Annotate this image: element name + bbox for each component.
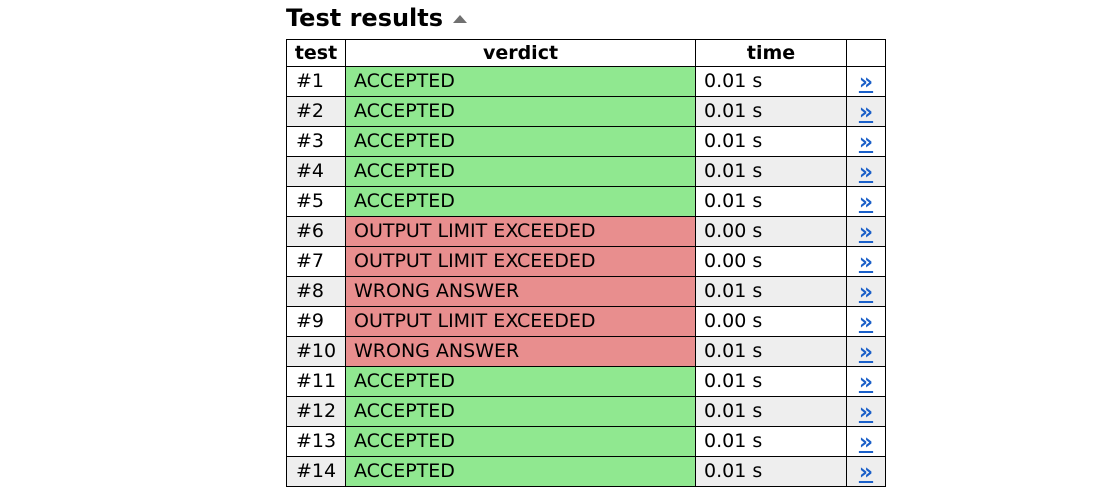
table-row: #11 ACCEPTED 0.01 s » <box>286 366 886 397</box>
table-row: #4 ACCEPTED 0.01 s » <box>286 156 886 187</box>
time-cell: 0.01 s <box>695 336 847 367</box>
details-link-cell: » <box>846 426 886 457</box>
double-chevron-right-icon[interactable]: » <box>858 370 874 395</box>
time-cell: 0.00 s <box>695 246 847 277</box>
test-number-cell: #9 <box>286 306 346 337</box>
time-cell: 0.01 s <box>695 426 847 457</box>
details-link-cell: » <box>846 456 886 487</box>
time-cell: 0.01 s <box>695 366 847 397</box>
double-chevron-right-icon[interactable]: » <box>858 340 874 365</box>
test-number-cell: #10 <box>286 336 346 367</box>
double-chevron-right-icon[interactable]: » <box>858 310 874 335</box>
results-table: test verdict time #1 ACCEPTED 0.01 s» #2 ACC… <box>286 39 886 487</box>
table-row: #8 WRONG ANSWER 0.01 s » <box>286 276 886 307</box>
double-chevron-right-icon[interactable]: » <box>858 130 874 155</box>
time-cell: 0.01 s <box>695 126 847 157</box>
verdict-cell: ACCEPTED <box>345 126 696 157</box>
table-row: #14 ACCEPTED 0.01 s » <box>286 456 886 487</box>
details-link-cell: » <box>846 336 886 367</box>
time-cell: 0.01 s <box>695 276 847 307</box>
table-row: #1 ACCEPTED 0.01 s » <box>286 66 886 97</box>
test-number-cell: #2 <box>286 96 346 127</box>
table-row: #13 ACCEPTED 0.01 s » <box>286 426 886 457</box>
time-cell: 0.01 s <box>695 66 847 97</box>
details-link-cell: » <box>846 246 886 277</box>
verdict-cell: WRONG ANSWER <box>345 276 696 307</box>
test-number-cell: #11 <box>286 366 346 397</box>
test-number-cell: #8 <box>286 276 346 307</box>
double-chevron-right-icon[interactable]: » <box>858 400 874 425</box>
verdict-cell: ACCEPTED <box>345 366 696 397</box>
test-number-cell: #14 <box>286 456 346 487</box>
verdict-cell: OUTPUT LIMIT EXCEEDED <box>345 246 696 277</box>
test-number-cell: #4 <box>286 156 346 187</box>
test-number-cell: #1 <box>286 66 346 97</box>
double-chevron-right-icon[interactable]: » <box>858 190 874 215</box>
column-header-time: time <box>695 39 847 67</box>
verdict-cell: ACCEPTED <box>345 426 696 457</box>
verdict-cell: WRONG ANSWER <box>345 336 696 367</box>
details-link-cell: » <box>846 186 886 217</box>
verdict-cell: ACCEPTED <box>345 186 696 217</box>
verdict-cell: ACCEPTED <box>345 396 696 427</box>
table-row: #5 ACCEPTED 0.01 s » <box>286 186 886 217</box>
table-row: #10 WRONG ANSWER 0.01 s » <box>286 336 886 367</box>
details-link-cell: » <box>846 396 886 427</box>
time-cell: 0.01 s <box>695 186 847 217</box>
double-chevron-right-icon[interactable]: » <box>858 100 874 125</box>
verdict-cell: ACCEPTED <box>345 456 696 487</box>
table-row: #3 ACCEPTED 0.01 s » <box>286 126 886 157</box>
table-row: #7 OUTPUT LIMIT EXCEEDED 0.00 s » <box>286 246 886 277</box>
double-chevron-right-icon[interactable]: » <box>858 460 874 485</box>
table-row: #2 ACCEPTED 0.01 s » <box>286 96 886 127</box>
time-cell: 0.01 s <box>695 156 847 187</box>
time-cell: 0.01 s <box>695 456 847 487</box>
verdict-cell: ACCEPTED <box>345 96 696 127</box>
column-header-verdict: verdict <box>345 39 696 67</box>
time-cell: 0.01 s <box>695 396 847 427</box>
test-number-cell: #3 <box>286 126 346 157</box>
details-link-cell: » <box>846 96 886 127</box>
table-row: #6 OUTPUT LIMIT EXCEEDED 0.00 s » <box>286 216 886 247</box>
caret-up-icon[interactable] <box>453 14 468 23</box>
details-link-cell: » <box>846 306 886 337</box>
test-number-cell: #7 <box>286 246 346 277</box>
table-row: #12 ACCEPTED 0.01 s » <box>286 396 886 427</box>
double-chevron-right-icon[interactable]: » <box>858 280 874 305</box>
test-number-cell: #12 <box>286 396 346 427</box>
verdict-cell: OUTPUT LIMIT EXCEEDED <box>345 306 696 337</box>
test-number-cell: #13 <box>286 426 346 457</box>
verdict-cell: ACCEPTED <box>345 156 696 187</box>
double-chevron-right-icon[interactable]: » <box>858 70 874 95</box>
details-link-cell: » <box>846 66 886 97</box>
details-link-cell: » <box>846 216 886 247</box>
details-link-cell: » <box>846 366 886 397</box>
details-link-cell: » <box>846 156 886 187</box>
table-body: #1 ACCEPTED 0.01 s» #2 ACCEPTED 0.01 s» #3 ACCE… <box>286 66 886 487</box>
time-cell: 0.00 s <box>695 306 847 337</box>
table-row: #9 OUTPUT LIMIT EXCEEDED 0.00 s » <box>286 306 886 337</box>
column-header-link <box>846 39 886 67</box>
details-link-cell: » <box>846 126 886 157</box>
table-header-row: test verdict time <box>286 39 886 67</box>
verdict-cell: ACCEPTED <box>345 66 696 97</box>
time-cell: 0.01 s <box>695 96 847 127</box>
test-results-heading[interactable]: Test results <box>286 1 886 34</box>
time-cell: 0.00 s <box>695 216 847 247</box>
test-number-cell: #6 <box>286 216 346 247</box>
column-header-test: test <box>286 39 346 67</box>
verdict-cell: OUTPUT LIMIT EXCEEDED <box>345 216 696 247</box>
double-chevron-right-icon[interactable]: » <box>858 160 874 185</box>
double-chevron-right-icon[interactable]: » <box>858 220 874 245</box>
test-number-cell: #5 <box>286 186 346 217</box>
double-chevron-right-icon[interactable]: » <box>858 430 874 455</box>
page-title: Test results <box>286 3 444 32</box>
double-chevron-right-icon[interactable]: » <box>858 250 874 275</box>
test-results-section: Test results test verdict time #1 ACCEPTE… <box>286 0 886 487</box>
details-link-cell: » <box>846 276 886 307</box>
